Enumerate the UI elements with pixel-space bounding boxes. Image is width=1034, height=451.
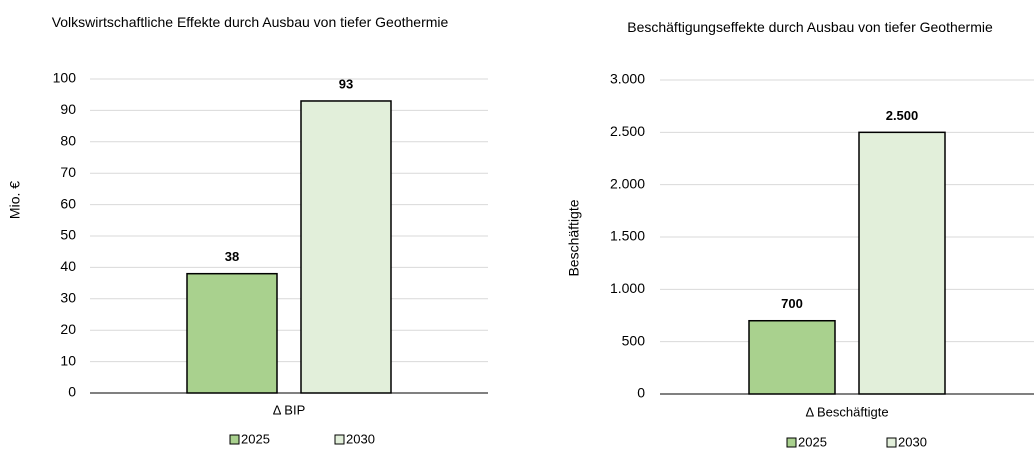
y-tick-label: 1.500 — [610, 228, 645, 244]
y-tick-label: 500 — [622, 332, 646, 348]
data-label: 38 — [225, 249, 239, 264]
bar — [748, 319, 836, 395]
y-tick-label: 1.000 — [610, 280, 645, 296]
bar — [300, 100, 392, 394]
x-tick-label: Δ Beschäftigte — [805, 404, 888, 419]
y-tick-label: 2.000 — [610, 175, 645, 191]
legend-swatch — [786, 437, 797, 448]
y-tick-label: 3.000 — [610, 71, 645, 87]
y-tick-label: 40 — [60, 258, 76, 274]
y-axis-label: Mio. € — [7, 181, 23, 219]
y-tick-label: 80 — [60, 133, 76, 149]
legend-label: 2025 — [241, 431, 270, 446]
legend-label: 2025 — [798, 434, 827, 449]
data-label: 700 — [781, 296, 803, 311]
y-tick-label: 60 — [60, 195, 76, 211]
y-tick-label: 100 — [53, 70, 77, 86]
y-tick-label: 2.500 — [610, 123, 645, 139]
data-label: 93 — [339, 76, 353, 91]
bar — [186, 272, 278, 394]
y-tick-label: 90 — [60, 101, 76, 117]
y-tick-label: 10 — [60, 352, 76, 368]
legend-label: 2030 — [898, 434, 927, 449]
legend-swatch — [229, 434, 240, 445]
y-tick-label: 70 — [60, 164, 76, 180]
y-axis-label: Beschäftigte — [566, 199, 582, 276]
bar — [858, 131, 946, 395]
legend-swatch — [334, 434, 345, 445]
y-tick-label: 20 — [60, 321, 76, 337]
y-tick-label: 0 — [68, 384, 76, 400]
x-tick-label: Δ BIP — [273, 402, 306, 417]
y-tick-label: 50 — [60, 227, 76, 243]
y-tick-label: 30 — [60, 290, 76, 306]
data-label: 2.500 — [886, 108, 919, 123]
y-tick-label: 0 — [637, 385, 645, 401]
legend-swatch — [886, 437, 897, 448]
legend-label: 2030 — [346, 431, 375, 446]
chart-title: Beschäftigungseffekte durch Ausbau von t… — [627, 19, 993, 35]
chart-title: Volkswirtschaftliche Effekte durch Ausba… — [51, 14, 449, 30]
